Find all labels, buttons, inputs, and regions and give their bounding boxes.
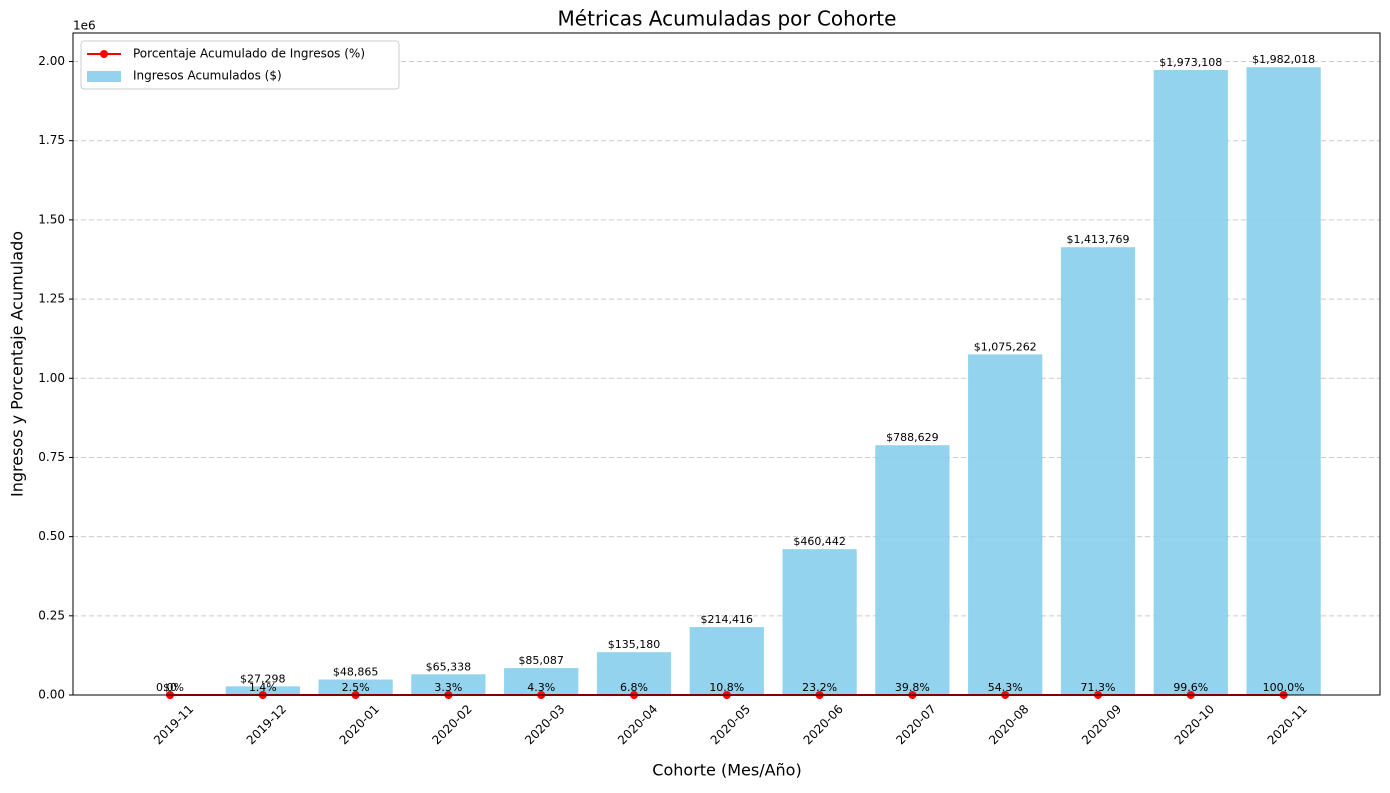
y-tick-label: 1.00 xyxy=(38,371,65,385)
bar-value-label: $460,442 xyxy=(793,535,846,548)
line-value-label: 4.3% xyxy=(527,681,555,694)
x-tick-label: 2020-10 xyxy=(1172,702,1217,747)
y-tick-label: 1.50 xyxy=(38,212,65,226)
bar-value-label: $1,982,018 xyxy=(1252,53,1315,66)
y-offset-label: 1e6 xyxy=(73,19,96,33)
line-value-label: 99.6% xyxy=(1173,681,1208,694)
line-value-label: 23.2% xyxy=(802,681,837,694)
x-tick-label: 2020-03 xyxy=(522,702,567,747)
bar xyxy=(782,549,856,695)
legend: Porcentaje Acumulado de Ingresos (%) Ingr… xyxy=(81,41,399,89)
y-tick-label: 0.00 xyxy=(38,688,65,702)
line-value-label: 2.5% xyxy=(342,681,370,694)
bar-value-label: $135,180 xyxy=(608,638,661,651)
y-tick-label: 0.50 xyxy=(38,529,65,543)
line-value-label: 3.3% xyxy=(434,681,462,694)
line-value-label: 71.3% xyxy=(1081,681,1116,694)
bar xyxy=(875,445,949,695)
y-tick-label: 0.75 xyxy=(38,450,65,464)
bar-value-label: $1,075,262 xyxy=(974,340,1037,353)
line-value-label: 10.8% xyxy=(709,681,744,694)
x-tick-label: 2020-08 xyxy=(986,702,1031,747)
bar xyxy=(1154,70,1228,695)
x-tick-label: 2020-07 xyxy=(893,702,938,747)
x-tick-label: 2020-06 xyxy=(801,702,846,747)
line-value-label: 6.8% xyxy=(620,681,648,694)
x-tick-label: 2019-12 xyxy=(244,702,289,747)
line-value-label: 0.0% xyxy=(156,681,184,694)
bar xyxy=(1061,247,1135,695)
line-value-label: 1.4% xyxy=(249,681,277,694)
y-tick-label: 1.75 xyxy=(38,133,65,147)
bar-value-label: $1,413,769 xyxy=(1067,233,1130,246)
bar-value-label: $214,416 xyxy=(701,613,754,626)
x-tick-label: 2020-02 xyxy=(429,702,474,747)
x-axis-label: Cohorte (Mes/Año) xyxy=(652,761,801,780)
x-tick-label: 2019-11 xyxy=(151,702,196,747)
bar xyxy=(968,354,1042,695)
bar-value-label: $1,973,108 xyxy=(1159,56,1222,69)
x-tick-label: 2020-01 xyxy=(337,702,382,747)
x-tick-label: 2020-09 xyxy=(1079,702,1124,747)
bar-value-label: $48,865 xyxy=(333,666,379,679)
bar-value-label: $788,629 xyxy=(886,431,939,444)
x-tick-label: 2020-05 xyxy=(708,702,753,747)
legend-swatch xyxy=(87,71,121,82)
legend-swatch xyxy=(100,50,108,58)
legend-label: Porcentaje Acumulado de Ingresos (%) xyxy=(133,47,365,61)
line-value-label: 54.3% xyxy=(988,681,1023,694)
y-tick-label: 2.00 xyxy=(38,54,65,68)
y-tick-label: 1.25 xyxy=(38,292,65,306)
x-tick-label: 2020-04 xyxy=(615,702,660,747)
line-value-label: 39.8% xyxy=(895,681,930,694)
bar-value-label: $65,338 xyxy=(426,660,472,673)
y-tick-label: 0.25 xyxy=(38,608,65,622)
x-tick-label: 2020-11 xyxy=(1265,702,1310,747)
bar-value-label: $85,087 xyxy=(518,654,564,667)
chart-title: Métricas Acumuladas por Cohorte xyxy=(558,7,897,31)
line-value-label: 100.0% xyxy=(1263,681,1305,694)
bar xyxy=(1246,67,1320,695)
y-axis-label: Ingresos y Porcentaje Acumulado xyxy=(8,231,27,497)
legend-label: Ingresos Acumulados ($) xyxy=(133,69,282,83)
